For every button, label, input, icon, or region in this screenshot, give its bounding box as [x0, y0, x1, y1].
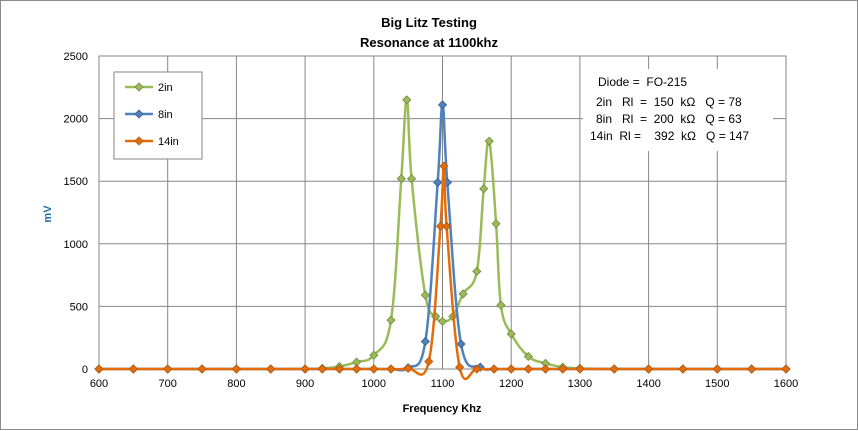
x-tick-label-1200: 1200 — [499, 378, 523, 390]
data-point-14in-950 — [334, 364, 345, 374]
data-point-2in-1168 — [484, 136, 494, 146]
y-tick-label-0: 0 — [82, 364, 88, 376]
data-point-2in-1160 — [479, 184, 489, 194]
data-point-14in-1400 — [644, 364, 654, 374]
data-point-14in-1150 — [472, 364, 482, 374]
data-point-2in-1055 — [407, 174, 417, 184]
annotation-line-2in: 2in Rl = 150 kΩ Q = 78 — [596, 95, 742, 109]
data-point-8in-1075 — [420, 336, 430, 347]
annotation-line-diode: Diode = FO-215 — [598, 75, 687, 89]
annotation-line-14in: 14in Rl = 392 kΩ Q = 147 — [590, 129, 749, 143]
y-tick-label-500: 500 — [70, 301, 88, 313]
x-tick-label-1400: 1400 — [636, 378, 660, 390]
data-point-14in-650 — [128, 364, 138, 374]
x-tick-label-800: 800 — [227, 378, 245, 390]
data-point-14in-925 — [317, 364, 327, 374]
data-point-2in-1048 — [402, 95, 412, 105]
chart-title: Big Litz Testing — [381, 15, 477, 30]
x-tick-label-1500: 1500 — [705, 378, 729, 390]
data-point-8in-1127 — [456, 339, 466, 349]
data-point-14in-1102 — [439, 161, 449, 171]
data-point-2in-1100 — [437, 316, 448, 326]
annotation-line-8in: 8in Rl = 200 kΩ Q = 63 — [596, 112, 742, 126]
data-point-2in-1150 — [472, 266, 482, 276]
data-point-14in-1097 — [435, 221, 446, 231]
series-14in — [94, 161, 791, 381]
x-tick-label-1300: 1300 — [568, 378, 592, 390]
data-point-8in-1100 — [437, 100, 448, 110]
annotation-box: Diode = FO-215 2in Rl = 150 kΩ Q = 78 8i… — [583, 69, 773, 151]
data-point-14in-1125 — [455, 362, 465, 372]
chart-subtitle: Resonance at 1100khz — [360, 35, 499, 50]
y-axis-ticks: 0 500 1000 1500 2000 2500 — [64, 51, 88, 376]
data-point-14in-1350 — [609, 364, 619, 374]
legend-label-2in: 2in — [158, 82, 173, 94]
data-point-14in-1450 — [678, 364, 688, 374]
data-point-14in-1225 — [523, 364, 533, 374]
legend-marker-2in — [134, 82, 144, 92]
data-point-2in-1200 — [506, 329, 516, 339]
data-point-2in-1040 — [396, 174, 406, 184]
x-tick-label-900: 900 — [296, 378, 314, 390]
data-point-14in-1275 — [558, 364, 568, 374]
data-point-2in-1130 — [458, 289, 468, 299]
x-axis-title: Frequency Khz — [403, 403, 482, 415]
data-point-2in-1178 — [491, 219, 501, 229]
data-point-14in-1600 — [781, 364, 791, 374]
x-tick-label-1600: 1600 — [774, 378, 798, 390]
data-point-14in-1106 — [442, 221, 452, 231]
x-tick-label-600: 600 — [90, 378, 108, 390]
series-layer — [94, 95, 791, 381]
legend-label-8in: 8in — [158, 109, 173, 121]
annotation-background — [583, 69, 773, 151]
data-point-14in-975 — [352, 364, 362, 374]
data-point-14in-1080 — [424, 356, 434, 367]
data-point-2in-1225 — [523, 351, 533, 362]
data-point-2in-1000 — [369, 350, 379, 360]
data-point-14in-600 — [94, 364, 104, 374]
data-point-14in-1050 — [403, 363, 413, 373]
y-axis-title: mV — [42, 205, 54, 223]
y-tick-label-1000: 1000 — [64, 239, 88, 251]
legend-marker-14in — [134, 136, 144, 146]
plot-area — [98, 55, 787, 370]
legend-marker-8in — [134, 109, 144, 119]
data-point-14in-750 — [197, 364, 207, 374]
data-point-8in-1093 — [433, 177, 443, 188]
data-point-14in-1200 — [506, 364, 516, 374]
legend: 2in 8in 14in — [113, 71, 203, 160]
data-point-14in-1025 — [386, 364, 396, 374]
data-point-14in-1175 — [489, 364, 499, 374]
data-point-14in-700 — [163, 364, 173, 374]
x-tick-label-1100: 1100 — [431, 378, 455, 390]
data-point-14in-1250 — [540, 364, 551, 374]
data-point-14in-850 — [266, 364, 276, 374]
data-point-14in-1500 — [712, 364, 722, 374]
data-point-2in-1025 — [386, 315, 396, 325]
x-axis-ticks: 600 700 800 900 1000 1100 1200 1300 1400 1500 1600 — [90, 378, 798, 390]
y-tick-label-2500: 2500 — [64, 51, 88, 63]
data-point-2in-1075 — [420, 290, 430, 300]
x-tick-label-1000: 1000 — [362, 378, 386, 390]
data-point-14in-1000 — [369, 364, 379, 374]
y-tick-label-1500: 1500 — [64, 176, 88, 188]
y-tick-label-2000: 2000 — [64, 114, 88, 126]
data-point-14in-1550 — [747, 364, 757, 374]
data-point-14in-900 — [300, 364, 310, 374]
legend-label-14in: 14in — [158, 136, 179, 148]
data-point-2in-1185 — [496, 300, 506, 310]
data-point-14in-1300 — [575, 364, 585, 374]
x-tick-label-700: 700 — [159, 378, 177, 390]
data-point-14in-800 — [231, 364, 241, 374]
